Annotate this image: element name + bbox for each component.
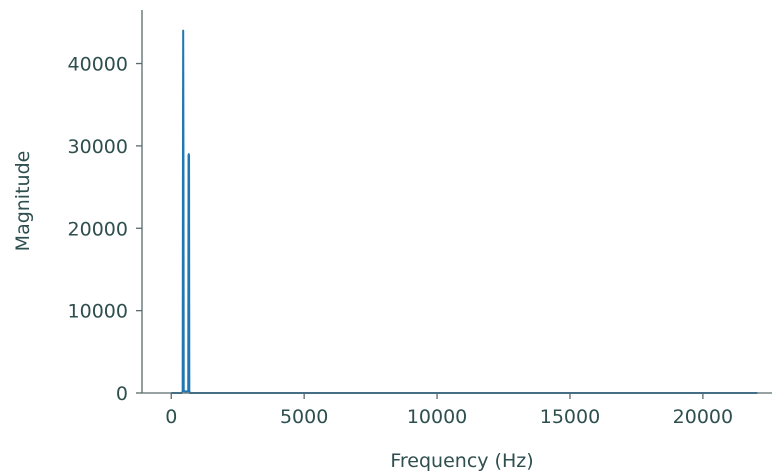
series-layer — [171, 29, 758, 394]
x-tick-label: 10000 — [407, 406, 467, 428]
y-tick-label: 30000 — [68, 136, 128, 158]
x-tick-label: 5000 — [280, 406, 328, 428]
plot-area — [171, 29, 758, 394]
x-tick-label: 15000 — [540, 406, 600, 428]
x-tick-label: 0 — [165, 406, 177, 428]
y-tick-label: 20000 — [68, 218, 128, 240]
x-axis-ticks: 0 5000 10000 15000 20000 — [165, 393, 733, 428]
x-tick-label: 20000 — [673, 406, 733, 428]
y-axis-ticks: 0 10000 20000 30000 40000 — [68, 54, 142, 405]
y-tick-label: 40000 — [68, 54, 128, 76]
spectrum-line — [171, 29, 758, 394]
y-tick-label: 0 — [116, 383, 128, 405]
y-tick-label: 10000 — [68, 301, 128, 323]
y-axis-label: Magnitude — [12, 151, 34, 252]
x-axis-label: Frequency (Hz) — [390, 450, 533, 472]
